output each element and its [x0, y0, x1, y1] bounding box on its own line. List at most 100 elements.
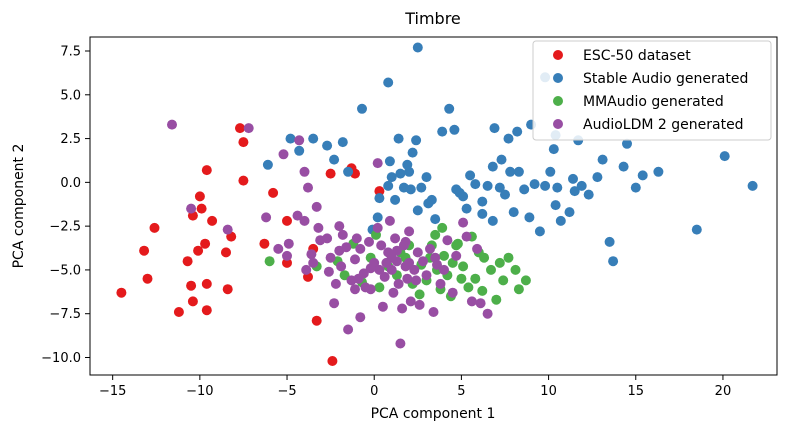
data-point	[513, 284, 524, 295]
data-point	[353, 273, 364, 284]
data-point	[461, 203, 472, 214]
data-point	[384, 156, 395, 167]
data-point	[374, 186, 385, 197]
data-point	[505, 166, 516, 177]
data-point	[477, 208, 488, 219]
data-point	[412, 205, 423, 216]
data-point	[475, 298, 486, 309]
data-point	[524, 212, 535, 223]
data-point	[463, 282, 474, 293]
x-axis-ticks: −15 −10 −5 0 5 10 15 20	[99, 375, 731, 399]
data-point	[397, 303, 408, 314]
data-point	[238, 137, 249, 148]
data-point	[458, 261, 469, 272]
data-point	[569, 186, 580, 197]
legend-marker	[553, 73, 563, 83]
data-point	[259, 238, 270, 249]
data-point	[404, 226, 415, 237]
data-point	[278, 149, 289, 160]
data-point	[262, 159, 273, 170]
x-tick-label: 10	[540, 384, 557, 399]
data-point	[343, 324, 354, 335]
data-point	[308, 133, 319, 144]
data-point	[339, 270, 350, 281]
data-point	[325, 168, 336, 179]
data-point	[357, 103, 367, 114]
data-point	[393, 133, 404, 144]
data-point	[618, 161, 629, 172]
data-point	[303, 182, 313, 193]
data-point	[458, 217, 469, 228]
data-point	[513, 166, 524, 177]
data-point	[550, 200, 561, 211]
data-point	[393, 278, 404, 289]
data-point	[182, 256, 193, 267]
data-point	[222, 284, 233, 295]
data-point	[294, 145, 305, 156]
data-point	[395, 338, 406, 349]
data-point	[482, 308, 493, 319]
data-point	[330, 278, 341, 289]
data-point	[308, 257, 319, 268]
data-point	[470, 179, 481, 190]
data-point	[355, 243, 366, 254]
data-point	[343, 166, 354, 177]
data-point	[282, 215, 292, 226]
plot-frame	[89, 36, 778, 376]
data-point	[372, 222, 383, 233]
data-point	[301, 264, 312, 275]
legend-marker	[553, 96, 563, 106]
data-point	[479, 252, 490, 263]
data-point	[482, 180, 493, 191]
data-point	[334, 221, 345, 232]
data-point	[498, 275, 509, 286]
data-point	[200, 238, 211, 249]
data-point	[508, 207, 519, 218]
data-point	[372, 158, 383, 169]
data-point	[283, 238, 294, 249]
data-point	[416, 182, 427, 193]
data-point	[494, 182, 505, 193]
data-point	[461, 231, 472, 242]
data-point	[500, 189, 510, 200]
data-point	[139, 245, 150, 256]
y-axis-label: PCA component 2	[11, 144, 27, 269]
data-point	[336, 261, 347, 272]
data-point	[405, 184, 416, 195]
y-axis-ticks: −10.0 −7.5 −5.0 −2.5 0.0 2.5 5.0 7.5	[41, 45, 90, 366]
data-point	[449, 124, 460, 135]
data-point	[622, 138, 632, 149]
x-tick-label: 20	[715, 384, 732, 399]
data-point	[384, 215, 395, 226]
data-point	[285, 133, 296, 144]
data-point	[201, 165, 212, 176]
data-point	[691, 224, 702, 235]
legend: ESC-50 dataset Stable Audio generated MMAu…	[532, 40, 772, 141]
data-point	[437, 126, 448, 137]
data-point	[400, 236, 411, 247]
data-point	[386, 264, 397, 275]
data-point	[477, 196, 488, 207]
data-point	[564, 207, 575, 218]
data-point	[194, 191, 205, 202]
data-point	[447, 287, 458, 298]
data-point	[608, 256, 619, 267]
data-point	[439, 250, 449, 261]
data-point	[425, 243, 435, 254]
data-point	[583, 189, 594, 200]
data-point	[322, 140, 333, 151]
data-point	[452, 238, 463, 249]
data-point	[435, 278, 446, 289]
data-point	[379, 271, 390, 282]
data-point	[264, 256, 275, 267]
data-point	[503, 133, 514, 144]
data-point	[395, 168, 406, 179]
data-point	[477, 285, 488, 296]
data-point	[534, 226, 545, 237]
data-point	[428, 307, 439, 317]
data-point	[520, 275, 531, 286]
data-point	[221, 247, 231, 258]
series-1	[262, 42, 758, 267]
data-point	[383, 180, 394, 191]
data-point	[167, 119, 177, 130]
